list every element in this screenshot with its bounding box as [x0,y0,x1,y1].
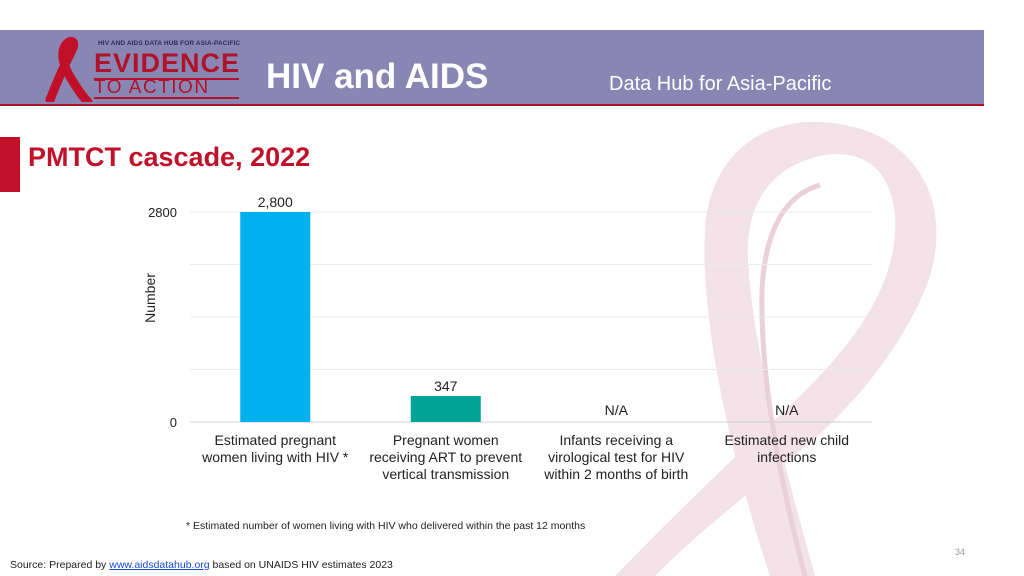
header-bar: HIV AND AIDS DATA HUB FOR ASIA-PACIFIC E… [0,30,984,106]
source-prefix: Source: Prepared by [10,559,110,571]
x-category-label: virological test for HIV [548,449,685,465]
evidence-to-action-logo: HIV AND AIDS DATA HUB FOR ASIA-PACIFIC E… [20,36,245,102]
x-category-label: Estimated new child [724,432,849,448]
data-label: 2,800 [258,194,293,210]
page-number: 34 [955,547,966,557]
header-title: HIV and AIDS [266,57,489,96]
source-suffix: based on UNAIDS HIV estimates 2023 [209,559,393,571]
x-category-label: receiving ART to prevent [369,449,522,465]
x-category-label: women living with HIV * [201,449,349,465]
data-label: 347 [434,378,458,394]
header-subtitle: Data Hub for Asia-Pacific [609,73,832,95]
x-category-label: vertical transmission [382,466,509,482]
logo-divider [94,78,239,80]
logo-tagline: HIV AND AIDS DATA HUB FOR ASIA-PACIFIC [98,40,241,47]
source-link[interactable]: www.aidsdatahub.org [109,559,210,571]
data-label-na: N/A [775,402,799,418]
logo-to-action: TO ACTION [94,77,210,98]
x-category-label: Infants receiving a [559,432,673,448]
title-accent-bar [0,137,20,192]
logo-underline [94,97,239,99]
bar-2 [410,395,481,422]
x-category-label: infections [757,449,816,465]
source-note: Source: Prepared by www.aidsdatahub.org … [10,559,393,571]
slide-title: PMTCT cascade, 2022 [28,142,311,172]
logo-evidence: EVIDENCE [94,48,241,78]
bar-1 [240,212,311,422]
y-tick-label: 2800 [148,205,177,220]
x-category-label: Estimated pregnant [215,432,337,448]
red-ribbon-icon [45,36,93,102]
x-category-label: within 2 months of birth [543,466,688,482]
y-axis-title: Number [142,273,158,323]
y-tick-label: 0 [170,415,177,430]
data-label-na: N/A [605,402,629,418]
x-category-label: Pregnant women [393,432,499,448]
footnote: * Estimated number of women living with … [186,520,586,532]
